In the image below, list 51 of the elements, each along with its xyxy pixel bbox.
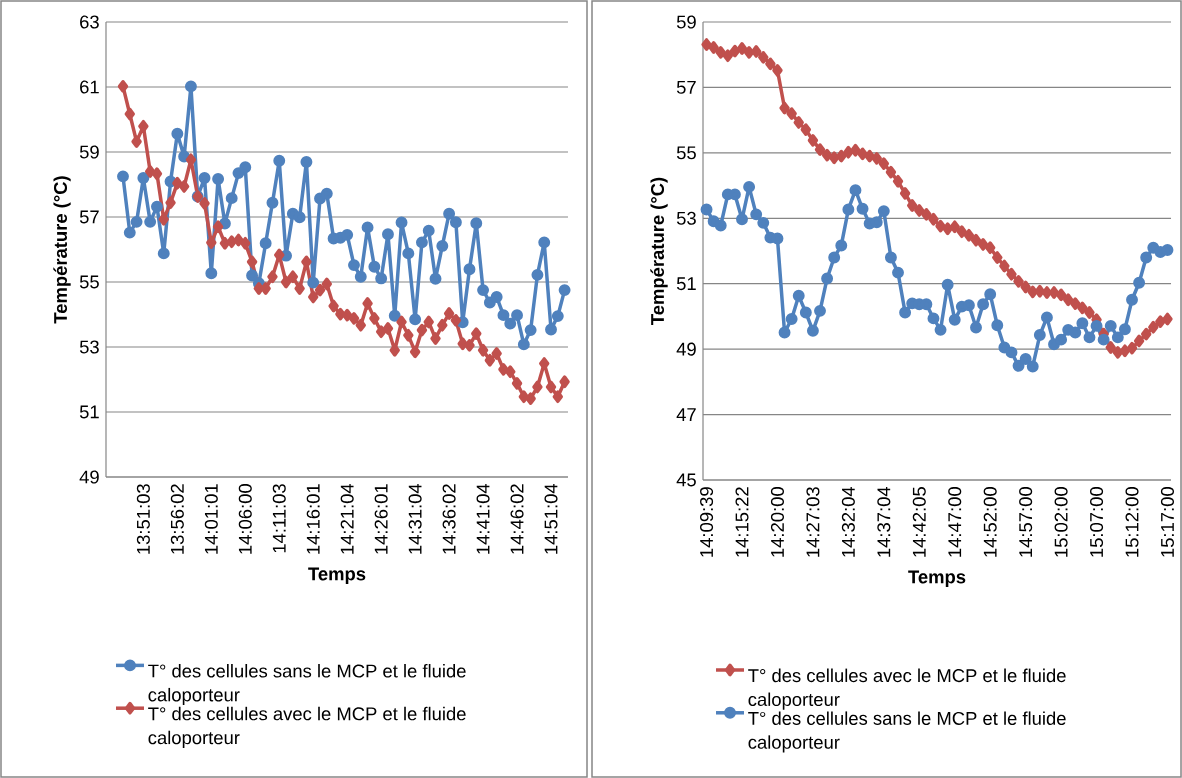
x-tick-label: 14:11:03 [272,484,286,553]
y-tick-label: 59 [79,145,99,159]
x-tick-label: 14:52:00 [983,487,997,557]
x-tick-label: 14:26:01 [374,484,388,554]
y-tick-label: 51 [79,405,99,419]
x-tick-label: 14:15:22 [735,487,749,557]
x-tick-label: 14:27:03 [806,487,820,557]
x-tick-label: 14:41:04 [476,483,490,554]
x-tick-label: 14:16:01 [306,484,320,554]
x-tick-label: 15:07:00 [1090,487,1104,557]
y-tick-label: 45 [676,473,696,487]
x-tick-label: 14:57:00 [1019,487,1033,557]
legend-label: T° des cellules sans le MCP et le fluide caloporteur [748,711,1066,753]
x-axis-title: Temps [908,570,966,588]
x-axis-title: Temps [308,567,366,585]
y-tick-label: 63 [80,15,99,29]
x-tick-label: 14:06:00 [238,484,252,554]
x-tick-label: 14:01:01 [204,484,218,554]
y-tick-label: 51 [676,277,696,291]
x-tick-label: 14:32:04 [841,486,855,557]
x-tick-label: 14:21:04 [340,483,354,554]
x-tick-label: 14:42:05 [912,487,926,557]
y-tick-label: 55 [676,146,696,160]
x-tick-label: 14:46:02 [510,484,524,554]
x-tick-label: 14:31:04 [408,483,422,554]
y-tick-label: 47 [676,408,696,421]
legend-label: T° des cellules sans le MCP et le fluide caloporteur [148,664,466,706]
y-tick-label: 57 [676,80,696,94]
x-tick-label: 13:51:03 [136,484,150,554]
y-tick-label: 57 [79,210,99,224]
y-tick-label: 49 [676,342,696,356]
x-tick-label: 13:56:02 [170,484,184,554]
legend-label: T° des cellules avec le MCP et le fluide caloporteur [748,668,1066,710]
x-tick-label: 15:17:00 [1160,487,1174,557]
y-tick-label: 61 [80,80,99,94]
y-tick-label: 55 [79,275,99,289]
x-tick-label: 14:36:02 [442,484,456,554]
x-tick-label: 14:47:00 [948,487,962,557]
y-tick-label: 49 [79,470,99,484]
y-tick-label: 53 [676,211,696,225]
x-tick-label: 15:02:00 [1054,487,1068,557]
x-tick-label: 14:37:04 [877,486,891,557]
x-tick-label: 15:12:00 [1125,487,1139,557]
legend-label: T° des cellules avec le MCP et le fluide caloporteur [148,706,466,748]
y-tick-label: 53 [79,340,99,354]
y-tick-label: 59 [676,15,696,29]
y-axis-title: Température (°C) [650,177,668,325]
y-axis-title: Température (°C) [53,176,71,324]
x-tick-label: 14:20:00 [770,487,784,557]
x-tick-label: 14:09:39 [700,487,714,557]
x-tick-label: 14:51:04 [544,483,558,554]
